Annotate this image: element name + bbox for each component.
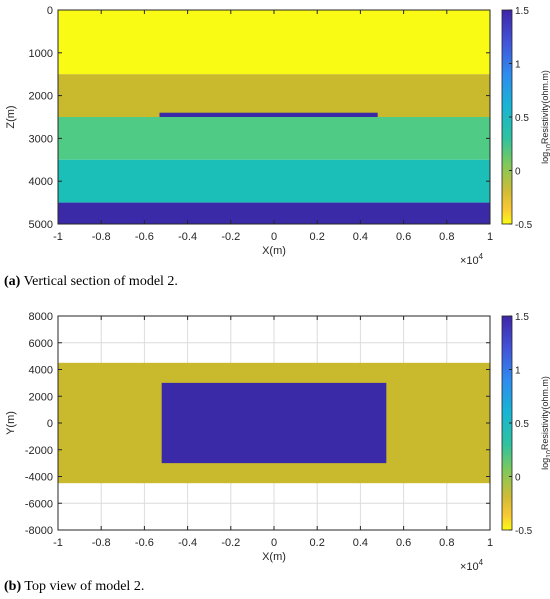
colorbar-tick-label: 1.5 [515,312,529,323]
y-tick-label: -2000 [25,445,53,457]
y-axis-label: Y(m) [5,411,17,435]
y-tick-label: 8000 [29,311,53,323]
resistivity-region-2 [161,382,387,464]
x-exponent-power: 4 [479,558,484,567]
y-tick-label: 0 [47,5,53,17]
x-tick-label: -0.6 [135,537,154,549]
x-tick-label: 0.8 [439,537,454,549]
y-tick-label: 0 [47,418,53,430]
x-tick-label: -0.4 [178,537,197,549]
y-tick-label: -8000 [25,525,53,537]
x-exponent-base: ×10 [460,561,479,573]
caption-b-text: Top view of model 2. [21,579,145,594]
x-axis-label: X(m) [262,551,286,563]
colorbar-tick-label: 0 [515,167,521,178]
x-tick-label: -0.2 [221,537,240,549]
colorbar-label: log10Resistivity(ohm.m) [540,376,550,470]
colorbar-tick-label: 1.5 [515,6,529,17]
caption-a: (a) Vertical section of model 2. [4,274,178,290]
x-tick-label: 0.6 [396,537,411,549]
y-tick-label: -4000 [25,472,53,484]
colorbar-tick-label: 1 [515,366,521,377]
x-tick-label: 0.2 [310,231,325,243]
x-tick-label: -0.8 [92,537,111,549]
y-axis-label: Z(m) [5,105,17,128]
colorbar-label-subscript: 10 [546,450,550,458]
x-tick-label: 0.8 [439,231,454,243]
y-tick-label: 6000 [29,338,53,350]
colorbar-tick-label: -0.5 [515,526,533,537]
colorbar-tick-label: 0.5 [515,113,529,124]
y-tick-label: 4000 [29,176,53,188]
y-tick-label: 5000 [29,219,53,231]
x-tick-label: 0.4 [353,537,368,549]
colorbar-label-prefix: log [540,152,550,164]
x-tick-label: 0.2 [310,537,325,549]
resistivity-region-1 [58,10,490,75]
colorbar-label-suffix: Resistivity(ohm.m) [540,70,550,144]
x-tick-label: -1 [53,537,63,549]
x-exponent-power: 4 [479,252,484,261]
x-tick-label: -0.2 [221,231,240,243]
caption-a-text: Vertical section of model 2. [20,274,178,289]
x-tick-label: 0 [271,537,277,549]
resistivity-region-5 [58,202,490,224]
x-tick-label: -0.8 [92,231,111,243]
colorbar-label-prefix: log [540,458,550,470]
y-tick-label: 4000 [29,365,53,377]
colorbar-tick-label: 0.5 [515,419,529,430]
x-tick-label: 0.6 [396,231,411,243]
x-tick-label: -0.6 [135,231,154,243]
vertical-section-chart: -1 -0.8 -0.6 -0.4 -0.2 0 0.2 0.4 0.6 0.8 101000200… [5,5,550,267]
colorbar-tick-label: 0 [515,473,521,484]
colorbar-label: log10Resistivity(ohm.m) [540,70,550,164]
resistivity-region-6 [159,112,378,117]
colorbar-label-subscript: 10 [546,144,550,152]
resistivity-region-2 [58,74,490,117]
top-view-chart: -1 -0.8 -0.6 -0.4 -0.2 0 0.2 0.4 0.6 0.8 1 8000 6000… [5,311,550,573]
x-tick-label: 0 [271,231,277,243]
x-exponent-base: ×10 [460,255,479,267]
colorbar-tick-label: 1 [515,60,521,71]
x-exponent-label: ×104 [460,558,484,573]
caption-b-letter: (b) [4,579,22,594]
resistivity-region-4 [58,159,490,203]
resistivity-region-3 [58,117,490,160]
colorbar-tick-label: -0.5 [515,220,533,231]
y-tick-label: 2000 [29,91,53,103]
caption-a-letter: (a) [4,274,21,289]
x-axis-label: X(m) [262,245,286,257]
x-tick-label: 0.4 [353,231,368,243]
caption-b: (b) Top view of model 2. [4,579,144,595]
x-tick-label: 1 [487,231,493,243]
colorbar-label-suffix: Resistivity(ohm.m) [540,376,550,450]
y-tick-label: 2000 [29,391,53,403]
x-exponent-label: ×104 [460,252,484,267]
y-tick-label: -6000 [25,498,53,510]
x-tick-label: -0.4 [178,231,197,243]
x-tick-label: 1 [487,537,493,549]
x-tick-label: -1 [53,231,63,243]
y-tick-label: 1000 [29,48,53,60]
y-tick-label: 3000 [29,133,53,145]
